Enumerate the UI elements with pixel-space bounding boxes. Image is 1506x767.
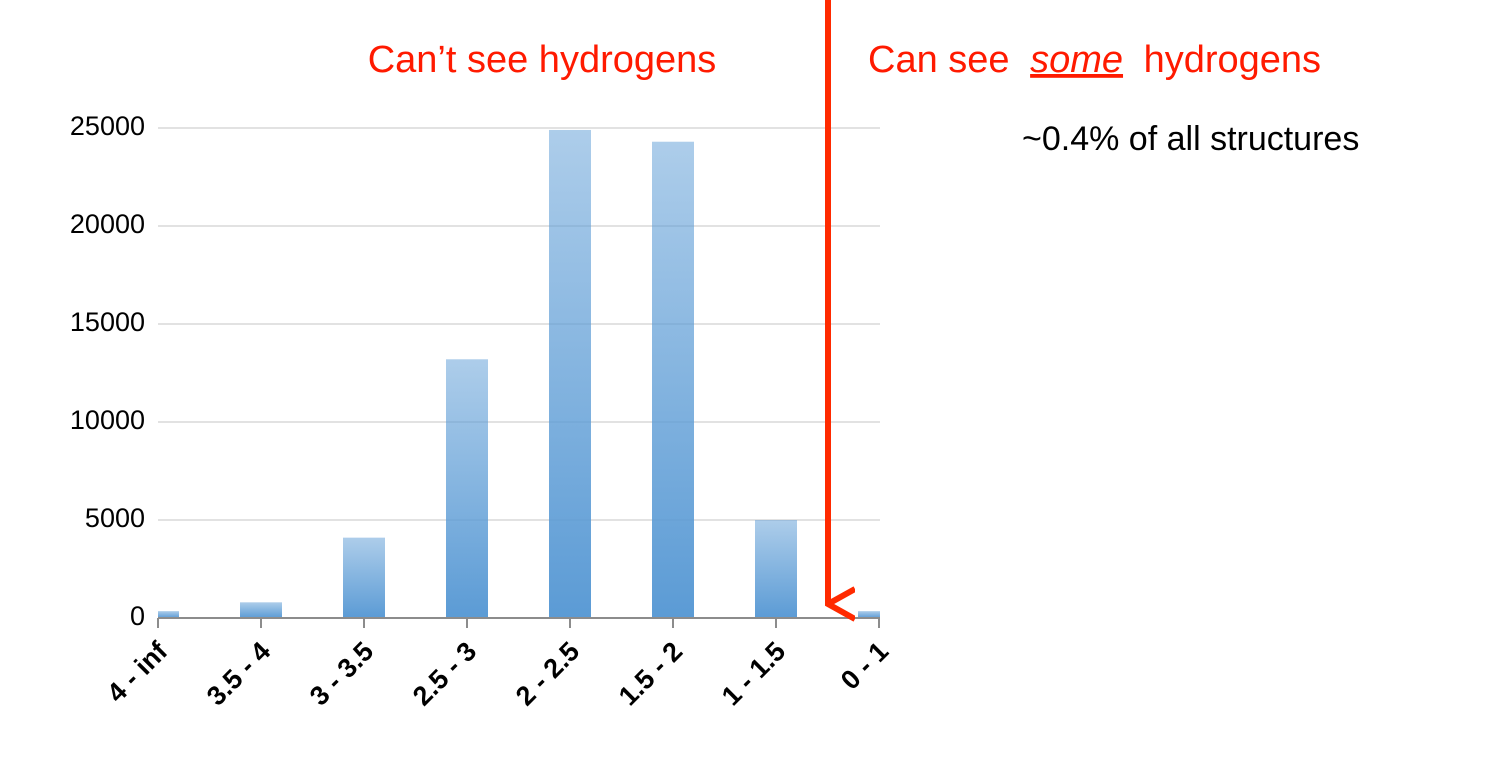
- bar: [755, 520, 797, 618]
- x-tick-label: 1 - 1.5: [716, 636, 791, 711]
- annotation-note: ~0.4% of all structures: [1022, 120, 1359, 158]
- y-tick-label: 0: [130, 601, 145, 631]
- annotation-right-part: Can see: [868, 39, 1010, 81]
- y-tick-label: 25000: [70, 111, 145, 141]
- annotation-right-part: hydrogens: [1144, 39, 1321, 81]
- y-tick-label: 15000: [70, 307, 145, 337]
- y-tick-label: 20000: [70, 209, 145, 239]
- x-tick-label: 4 - inf: [101, 635, 174, 708]
- bar: [549, 129, 591, 618]
- bar: [652, 141, 694, 618]
- x-tick-label: 1.5 - 2: [613, 636, 688, 711]
- bars: [158, 129, 880, 618]
- x-tick-label: 2.5 - 3: [407, 636, 482, 711]
- bar: [858, 611, 880, 618]
- bar: [446, 359, 488, 618]
- annotation-right: Can see some hydrogens: [868, 39, 1321, 81]
- x-tick-label: 3 - 3.5: [304, 636, 379, 711]
- x-tick-label: 0 - 1: [835, 636, 894, 695]
- bar: [343, 537, 385, 618]
- x-tick-label: 2 - 2.5: [510, 636, 585, 711]
- bar: [158, 611, 179, 618]
- y-tick-label: 5000: [85, 503, 145, 533]
- y-tick-label: 10000: [70, 405, 145, 435]
- x-tick-label: 3.5 - 4: [201, 636, 276, 711]
- annotation-right-emph: some: [1030, 39, 1123, 81]
- annotation-left: Can’t see hydrogens: [368, 39, 717, 81]
- bar: [240, 602, 282, 618]
